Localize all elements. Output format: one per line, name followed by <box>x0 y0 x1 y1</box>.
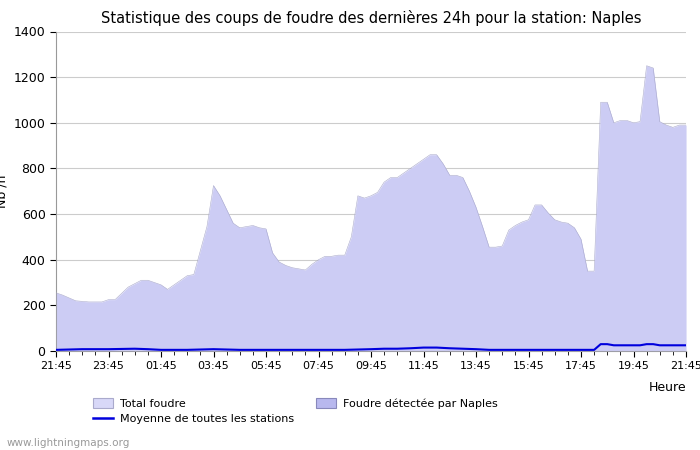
Text: Heure: Heure <box>648 381 686 394</box>
Text: www.lightningmaps.org: www.lightningmaps.org <box>7 438 130 448</box>
Y-axis label: Nb /h: Nb /h <box>0 175 8 208</box>
Title: Statistique des coups de foudre des dernières 24h pour la station: Naples: Statistique des coups de foudre des dern… <box>101 10 641 26</box>
Legend: Total foudre, Moyenne de toutes les stations, Foudre détectée par Naples: Total foudre, Moyenne de toutes les stat… <box>93 398 498 424</box>
